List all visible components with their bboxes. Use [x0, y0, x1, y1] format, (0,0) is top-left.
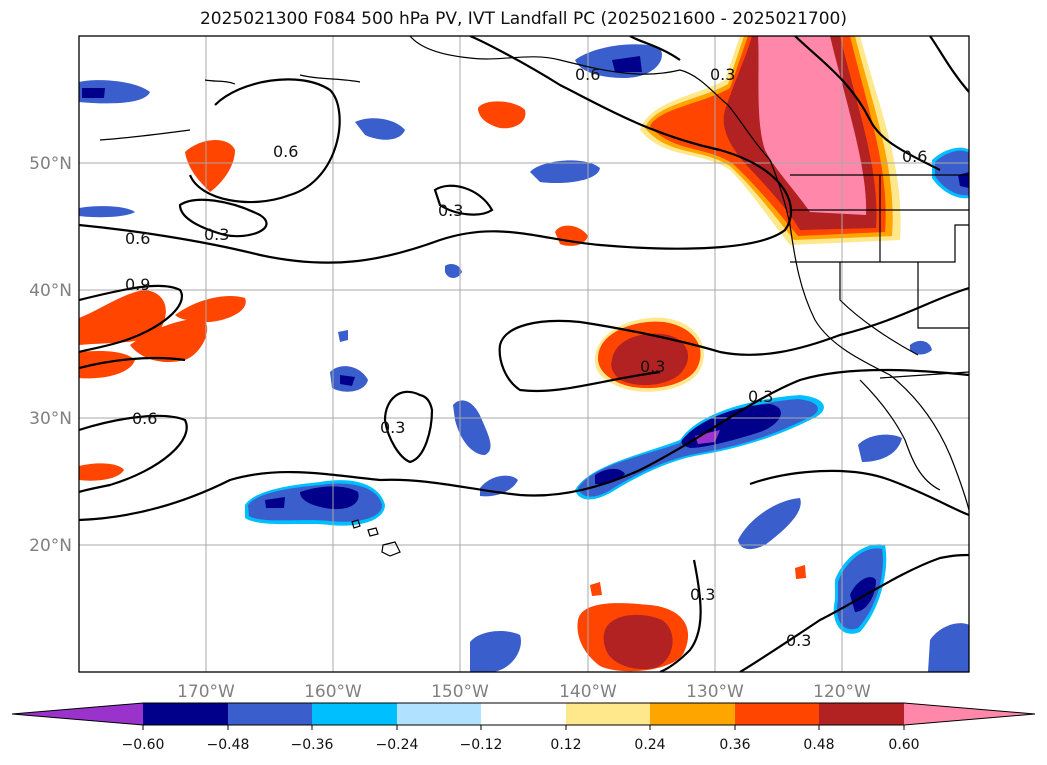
lon-label: 170°W [177, 682, 235, 702]
colorbar-swatch [143, 703, 228, 725]
lat-label: 40°N [29, 281, 72, 301]
contour-label: 0.9 [125, 275, 150, 294]
hawaii-islands [351, 519, 401, 557]
colorbar-swatch [228, 703, 312, 725]
contour-label: 0.3 [438, 201, 463, 220]
colorbar-tick-label: −0.36 [291, 737, 334, 753]
colorbar-swatch [819, 703, 904, 725]
colorbar-swatches [12, 703, 1035, 725]
colorbar: −0.60 −0.48 −0.36 −0.24 −0.12 0.12 0.24 … [11, 702, 1036, 753]
positive-region-south [577, 603, 689, 672]
lat-label: 50°N [29, 154, 72, 174]
lon-label: 160°W [304, 682, 362, 702]
colorbar-swatch [397, 703, 481, 725]
lon-label: 130°W [686, 682, 744, 702]
map-title: 2025021300 F084 500 hPa PV, IVT Landfall… [199, 9, 847, 29]
contour-label: 0.6 [125, 229, 150, 248]
colorbar-tick-label: 0.60 [888, 737, 919, 753]
contour-label: 0.6 [132, 409, 157, 428]
colorbar-tick-label: 0.36 [719, 737, 750, 753]
contour-label: 0.6 [273, 142, 298, 161]
positive-region-pacific-northwest [640, 36, 901, 245]
map-frame [78, 35, 970, 673]
colorbar-tick-label: −0.12 [460, 737, 503, 753]
positive-region-west [79, 101, 806, 596]
colorbar-tick-label: −0.48 [207, 737, 250, 753]
longitude-labels: 170°W 160°W 150°W 140°W 130°W 120°W [177, 682, 871, 702]
lon-label: 150°W [431, 682, 489, 702]
lat-label: 20°N [29, 536, 72, 556]
contour-labels: 0.6 0.6 0.3 0.3 0.3 0.6 0.3 0.9 0.6 0.3 … [125, 65, 927, 650]
colorbar-swatch [312, 703, 397, 725]
colorbar-tick-label: −0.24 [376, 737, 419, 753]
colorbar-swatch [735, 703, 819, 725]
graticule [79, 36, 969, 672]
contour-label: 0.3 [786, 631, 811, 650]
colorbar-ticks [142, 725, 905, 730]
colorbar-extend-low [12, 703, 143, 725]
colorbar-extend-high [904, 703, 1035, 725]
contour-label: 0.3 [690, 585, 715, 604]
colorbar-swatch [481, 703, 566, 725]
filled-contours [79, 36, 969, 672]
colorbar-tick-label: 0.24 [634, 737, 665, 753]
contour-label: 0.3 [710, 65, 735, 84]
positive-region-central [595, 317, 704, 392]
lon-label: 140°W [559, 682, 617, 702]
negative-region-subtropical [575, 395, 824, 500]
pv-contour-lines [79, 36, 969, 672]
contour-label: 0.6 [902, 147, 927, 166]
contour-label: 0.3 [204, 225, 229, 244]
colorbar-tick-label: −0.60 [122, 737, 165, 753]
contour-label: 0.3 [380, 418, 405, 437]
colorbar-tick-label: 0.48 [803, 737, 834, 753]
colorbar-tick-labels: −0.60 −0.48 −0.36 −0.24 −0.12 0.12 0.24 … [122, 737, 920, 753]
colorbar-swatch [566, 703, 650, 725]
negative-region-scattered [79, 44, 969, 672]
negative-region-hawaii [245, 480, 385, 526]
lon-label: 120°W [813, 682, 871, 702]
colorbar-tick-label: 0.12 [550, 737, 581, 753]
latitude-labels: 20°N 30°N 40°N 50°N [29, 154, 72, 556]
contour-label: 0.3 [748, 387, 773, 406]
lat-label: 30°N [29, 409, 72, 429]
colorbar-swatch [650, 703, 735, 725]
contour-label: 0.3 [640, 357, 665, 376]
contour-label: 0.6 [575, 65, 600, 84]
map-panel: 0.6 0.6 0.3 0.3 0.3 0.6 0.3 0.9 0.6 0.3 … [29, 35, 970, 702]
